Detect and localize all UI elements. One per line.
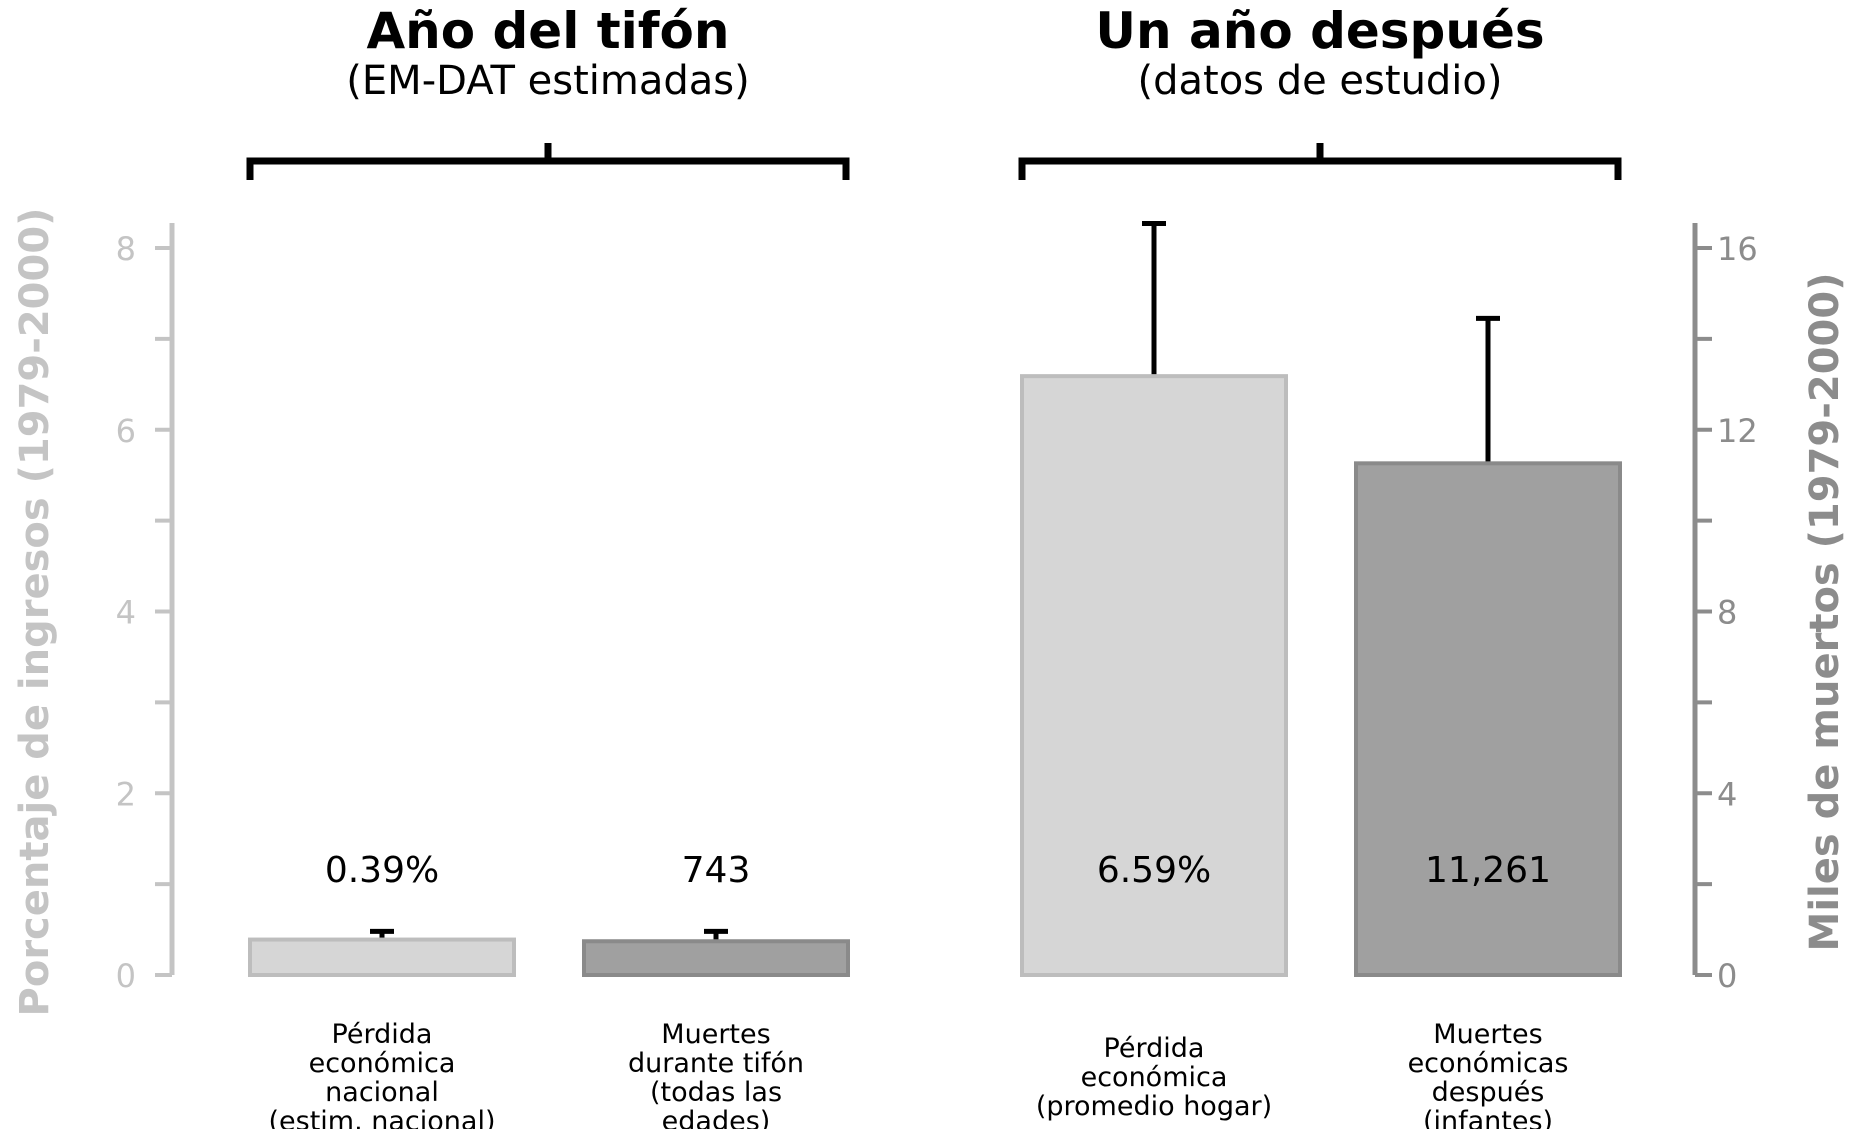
- group-bracket-typhoon-year: [246, 143, 850, 180]
- right-tick-label: 12: [1717, 412, 1758, 450]
- bars: 0.39% Pérdida económica nacional (estim. nac…: [248, 220, 1622, 1129]
- right-axis-label: Miles de muertos (1979-2000): [1802, 273, 1848, 952]
- right-tick-label: 4: [1717, 775, 1737, 813]
- category-label: Pérdida económica (promedio hogar): [1036, 1033, 1272, 1122]
- group-subtitle-typhoon-year: (EM-DAT estimadas): [346, 58, 749, 104]
- group-title-typhoon-year: Año del tifón: [366, 2, 729, 60]
- left-tick-label: 2: [116, 775, 136, 813]
- data-label: 6.59%: [1097, 850, 1211, 891]
- right-tick-label: 16: [1717, 230, 1758, 268]
- left-axis-label: Porcentaje de ingresos (1979-2000): [12, 208, 58, 1017]
- bar: [248, 937, 516, 978]
- data-label: 11,261: [1425, 850, 1551, 891]
- group-title-one-year-later: Un año después: [1095, 2, 1544, 60]
- group-subtitle-one-year-later: (datos de estudio): [1138, 58, 1503, 104]
- bar: [1020, 374, 1288, 978]
- left-y-axis: 0 2 4 6 8: [116, 223, 175, 995]
- right-y-axis: 0 4 8 12 16: [1692, 223, 1758, 995]
- bar: [582, 939, 850, 977]
- data-label: 0.39%: [325, 850, 439, 891]
- left-tick-label: 4: [116, 594, 136, 632]
- left-tick-label: 0: [116, 957, 136, 995]
- left-tick-label: 6: [116, 412, 136, 450]
- category-label: Pérdida económica nacional (estim. nacional…: [269, 1019, 496, 1129]
- right-tick-label: 0: [1717, 957, 1737, 995]
- category-label: Muertes económicas después (infantes): [1408, 1019, 1569, 1129]
- right-tick-label: 8: [1717, 594, 1737, 632]
- bar: [1354, 461, 1622, 977]
- data-label: 743: [682, 850, 751, 891]
- left-tick-label: 8: [116, 230, 136, 268]
- category-label: Muertes durante tifón (todas las edades): [628, 1019, 804, 1129]
- group-bracket-one-year-later: [1018, 143, 1622, 180]
